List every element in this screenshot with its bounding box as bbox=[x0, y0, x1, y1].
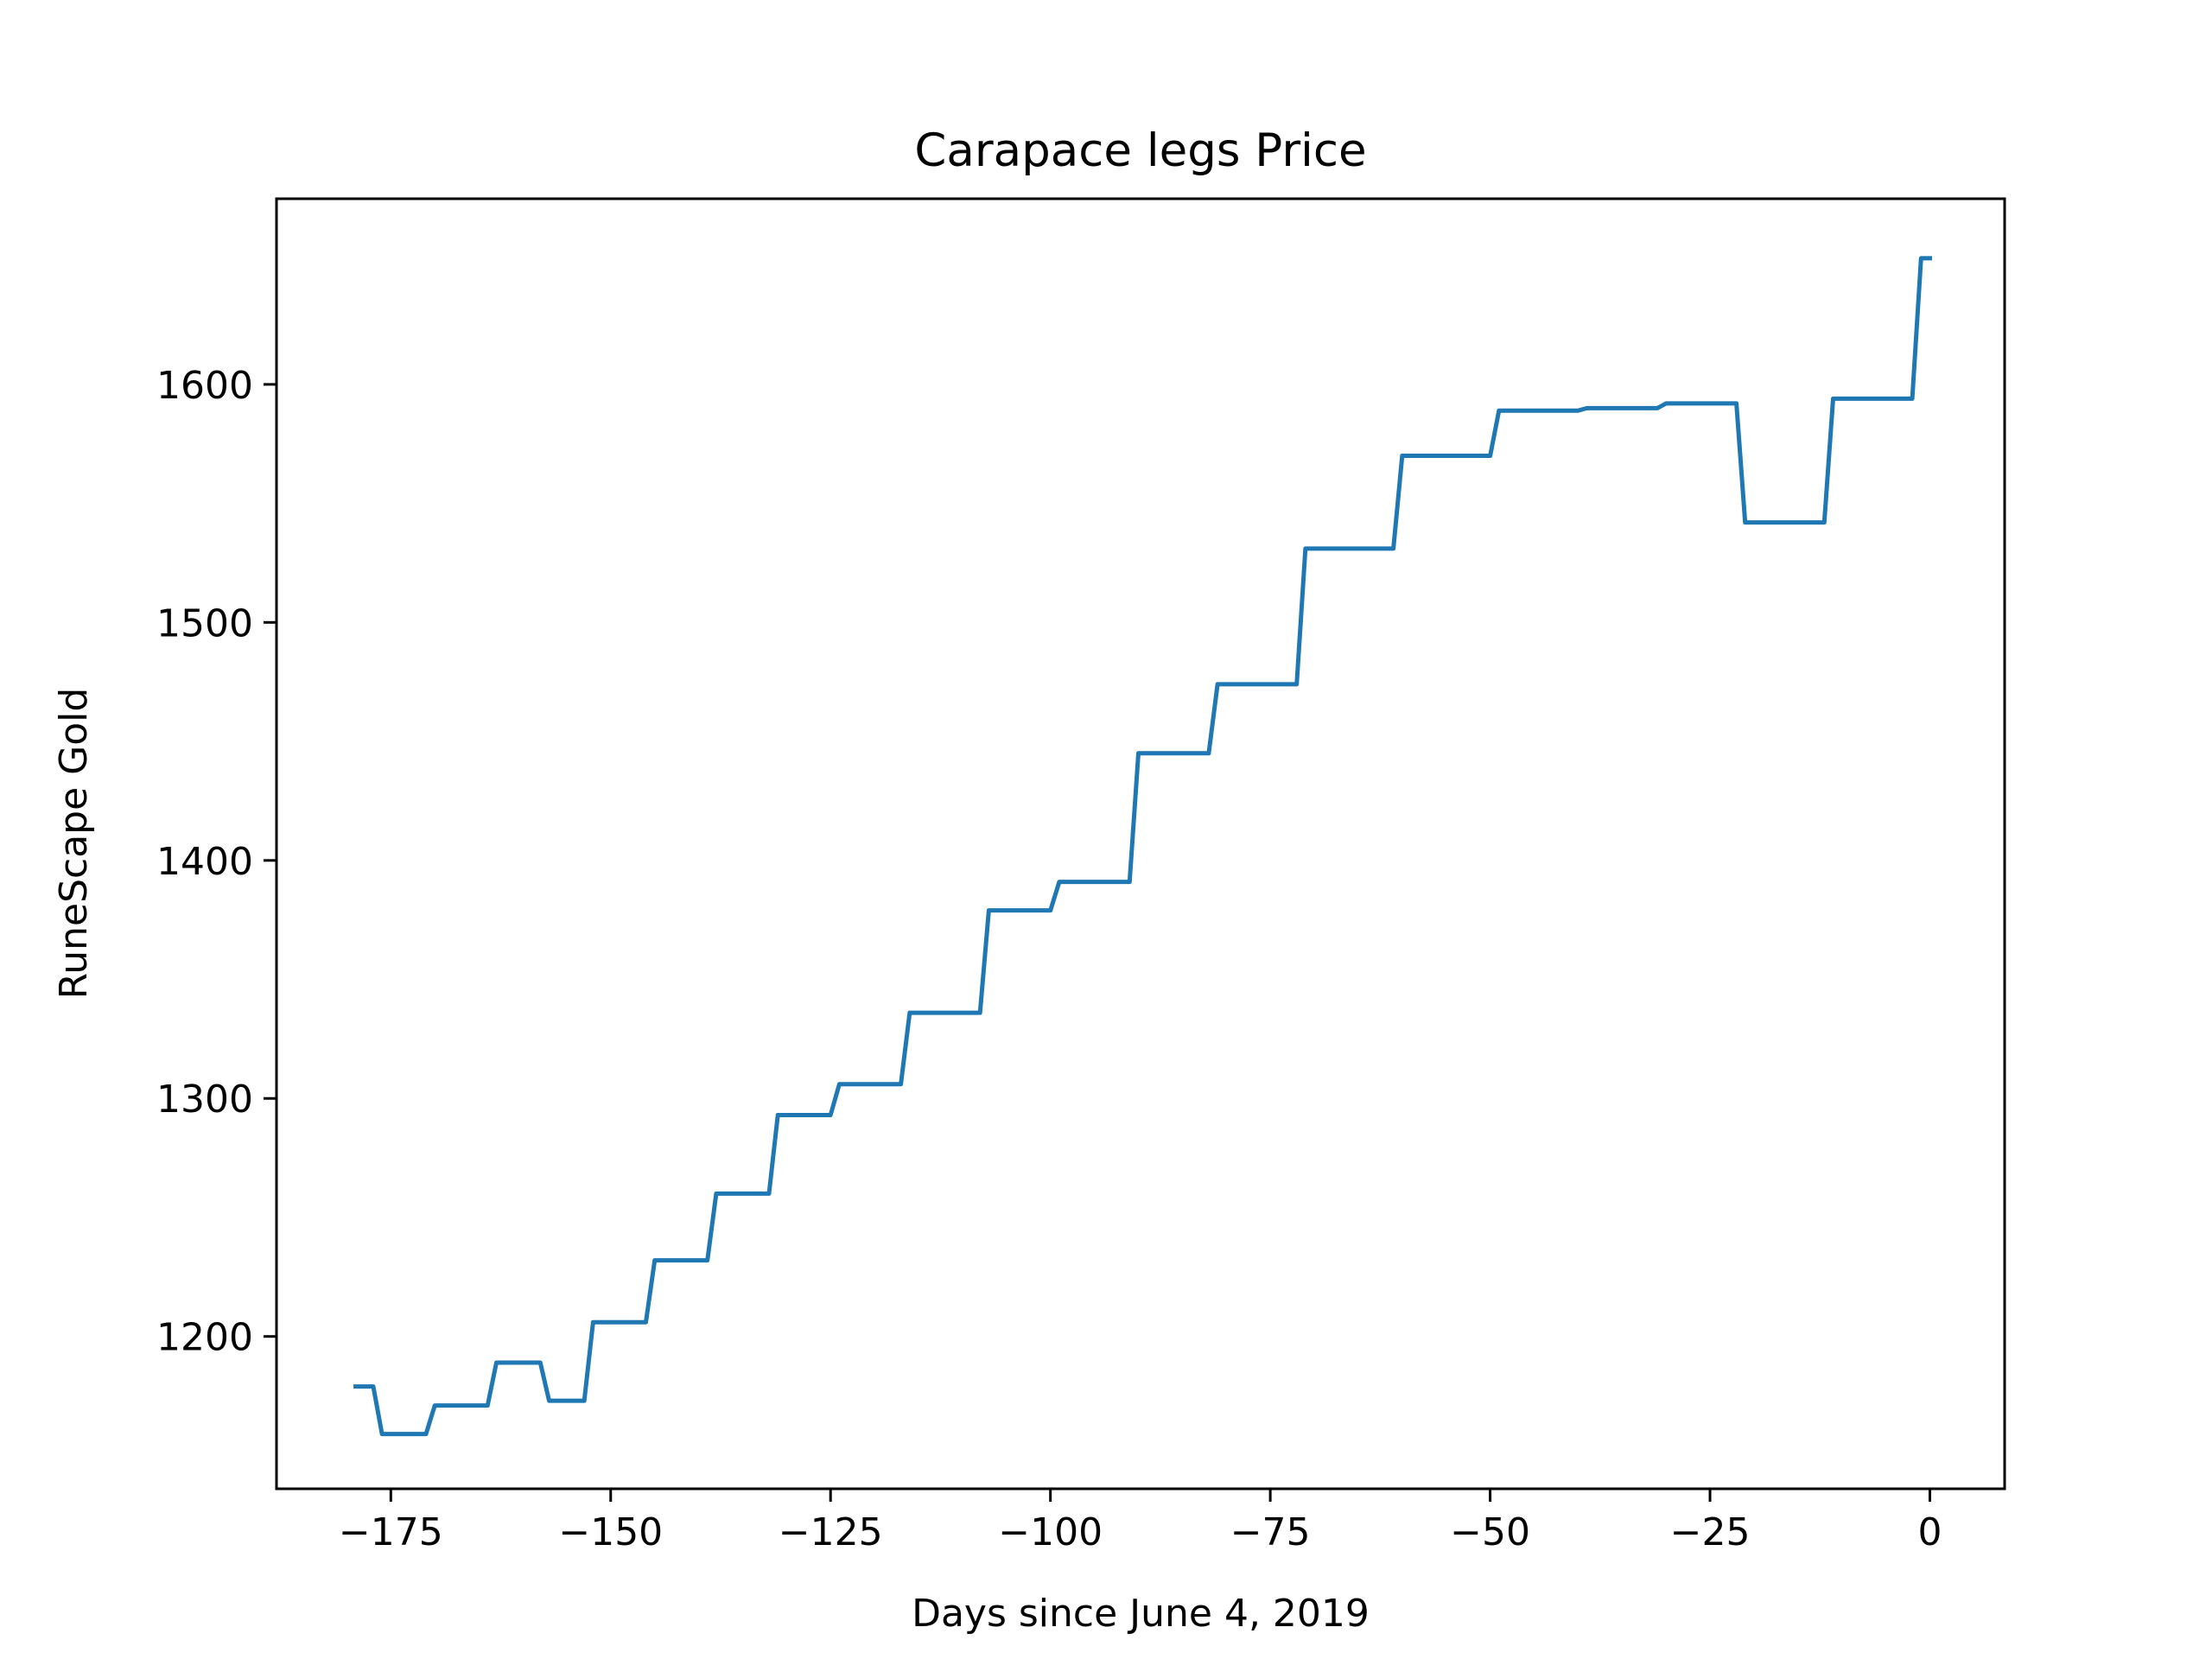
y-axis: 1200 1300 1400 1500 1600 bbox=[156, 364, 276, 1360]
x-tick-label: −175 bbox=[339, 1510, 443, 1554]
y-axis-label: RuneScape Gold bbox=[52, 688, 96, 1000]
x-axis: −175 −150 −125 −100 −75 −50 −25 0 bbox=[339, 1489, 1942, 1554]
x-tick-label: −100 bbox=[998, 1510, 1103, 1554]
x-axis-label: Days since June 4, 2019 bbox=[912, 1592, 1370, 1636]
y-tick-label: 1200 bbox=[156, 1316, 253, 1360]
x-tick-label: −125 bbox=[779, 1510, 883, 1554]
y-tick-label: 1600 bbox=[156, 364, 253, 408]
x-tick-label: −25 bbox=[1670, 1510, 1751, 1554]
y-tick-label: 1300 bbox=[156, 1077, 253, 1122]
x-tick-label: −150 bbox=[558, 1510, 663, 1554]
price-series-line bbox=[353, 256, 1932, 1437]
chart-title: Carapace legs Price bbox=[914, 124, 1366, 177]
x-tick-label: −75 bbox=[1230, 1510, 1311, 1554]
plot-area bbox=[276, 199, 2005, 1489]
x-tick-label: −50 bbox=[1450, 1510, 1530, 1554]
y-tick-label: 1400 bbox=[156, 840, 253, 884]
plot-frame bbox=[275, 197, 2006, 1491]
x-tick-label: 0 bbox=[1917, 1510, 1942, 1554]
y-tick-label: 1500 bbox=[156, 601, 253, 645]
plot-background bbox=[276, 199, 2005, 1489]
